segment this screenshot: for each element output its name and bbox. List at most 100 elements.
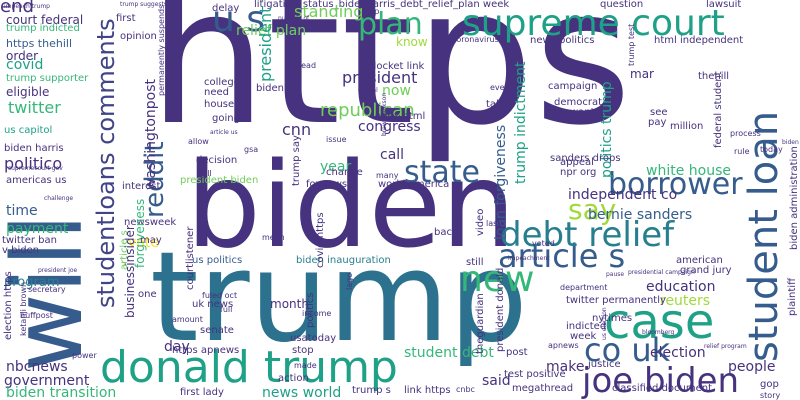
word-democrat: democrat xyxy=(554,97,603,108)
word-huffpost: huffpost xyxy=(20,311,53,320)
word-presidential-campaign: presidential campaign xyxy=(628,269,695,276)
word-voting: voting xyxy=(468,113,487,120)
word-standing: standing xyxy=(294,2,364,21)
word-number-of: number of xyxy=(278,15,310,22)
word-million: million xyxy=(670,121,704,132)
word-debt-relief: debt relief xyxy=(500,215,675,255)
word-u-s: u s xyxy=(212,0,266,40)
word-classified-document: classified document xyxy=(612,383,713,394)
word-allow: allow xyxy=(188,137,209,146)
word-newsweek: newsweek xyxy=(124,217,177,228)
word-president-donald: president donald xyxy=(495,267,506,352)
word-court-federal: court federal xyxy=(6,13,84,27)
word-courtlistener: courtlistener xyxy=(185,226,196,290)
word-test-positive: test positive xyxy=(504,369,566,380)
word-lago: lago xyxy=(345,272,354,290)
word-president-biden: president biden xyxy=(180,175,259,186)
word-opinion: opinion xyxy=(120,31,157,42)
word-indicted: indicted xyxy=(566,321,607,332)
word-link-https: link https xyxy=(404,385,451,396)
word-index-html: index html xyxy=(372,111,426,122)
word-us-election: us election xyxy=(601,307,608,340)
word-trump-indicted: trump indicted xyxy=(6,23,80,34)
word-news-world: news world xyxy=(262,385,342,400)
word-biden-inauguration: biden inauguration xyxy=(296,255,391,266)
word-article-s: article s xyxy=(498,237,626,275)
word-want: want xyxy=(570,107,595,118)
word-borrower: borrower xyxy=(608,167,743,202)
word-justice: justice xyxy=(588,359,621,370)
word-read: read xyxy=(298,61,317,70)
word-americas-us: americas us xyxy=(6,175,67,186)
word-help: help xyxy=(362,7,380,16)
word-trump-supporter: trump supporter xyxy=(6,73,89,84)
word-https: https xyxy=(148,0,632,167)
word-us-capitol: us capitol xyxy=(4,125,53,136)
word-make: make xyxy=(546,359,585,375)
word-fox-news: foxnews xyxy=(306,179,348,190)
word-american: american xyxy=(676,255,723,266)
word-https-apnews: https apnews xyxy=(172,345,240,356)
word-see: see xyxy=(650,107,668,118)
word-department: department xyxy=(560,283,608,292)
word-back: back xyxy=(434,227,458,238)
word-joe-biden: joe biden xyxy=(582,361,740,400)
word-twitter-permanently: twitter permanently xyxy=(566,295,666,306)
word-ketanji-brown: ketanji brown xyxy=(19,281,28,336)
word-said: said xyxy=(482,373,511,389)
word-washingtonpost: washingtonpost xyxy=(143,78,159,190)
word-congress: congress xyxy=(358,119,421,135)
word-story: story xyxy=(760,391,781,400)
word-fully-vaccinated: fuled oct xyxy=(202,291,238,300)
word-donald-trump: donald trump xyxy=(100,342,398,393)
word-one: one xyxy=(138,289,157,300)
word-permanently-suspends: permanently suspends xyxy=(157,4,166,96)
word-president-trump: president trump xyxy=(256,0,275,82)
word-eligible: eligible xyxy=(6,85,50,99)
word-studentloans-comments: studentloans comments xyxy=(92,18,120,308)
word-day: day xyxy=(164,339,190,355)
word-sanders-drops: sanders drops xyxy=(550,153,621,164)
word-biden-transition: biden transition xyxy=(6,385,117,400)
word-week: week xyxy=(570,331,597,342)
word-biden-administration: biden administration xyxy=(789,146,800,250)
word-first: first xyxy=(116,13,136,24)
word-many: many xyxy=(376,171,399,180)
word-bill: bill xyxy=(200,169,212,178)
word-change: change xyxy=(326,167,363,178)
word-litigation-title: litigation_status_bidenharris_debt_relie… xyxy=(254,0,510,10)
word-challenge: challenge xyxy=(44,195,74,202)
word-end: end xyxy=(0,0,34,17)
word-html-independent: html independent xyxy=(654,35,744,46)
word-senate: senate xyxy=(200,325,234,336)
word-usatoday: usatoday xyxy=(290,333,337,344)
word-now: now xyxy=(382,83,411,99)
word-government: government xyxy=(4,373,90,389)
word-brown-jackson: brown jackson xyxy=(381,92,388,136)
word-process: process xyxy=(730,129,761,138)
word-student-debt: student debt xyxy=(404,345,494,361)
word-president: president xyxy=(342,68,418,87)
word-federal-student: federal student xyxy=(713,71,724,148)
word-time: time xyxy=(6,203,38,219)
word-action: action xyxy=(278,373,309,384)
word-say: say xyxy=(568,193,617,226)
word-cnn: cnn xyxy=(282,120,312,139)
word-relief-program: relief program xyxy=(704,343,747,350)
word-income: income xyxy=(302,309,332,318)
word-docket-link: docket link xyxy=(370,61,425,72)
word-cnbc: cnbc xyxy=(456,385,475,394)
word-trump-suggests: trump suggests xyxy=(120,1,168,8)
word-stop: stop xyxy=(292,345,314,356)
word-gop: gop xyxy=(760,379,779,390)
word-rule: rule xyxy=(734,147,750,156)
word-mean: mean xyxy=(262,233,285,242)
word-vote: vote xyxy=(128,235,159,251)
word-us-politics: us politics xyxy=(192,255,243,266)
word-plan: plan xyxy=(358,7,423,42)
word-trump-s: trump s xyxy=(352,385,391,396)
word-grand-jury: grand jury xyxy=(680,265,732,276)
word-interest: interest xyxy=(122,181,161,192)
word-bloomberg: bloomberg xyxy=(642,329,675,336)
